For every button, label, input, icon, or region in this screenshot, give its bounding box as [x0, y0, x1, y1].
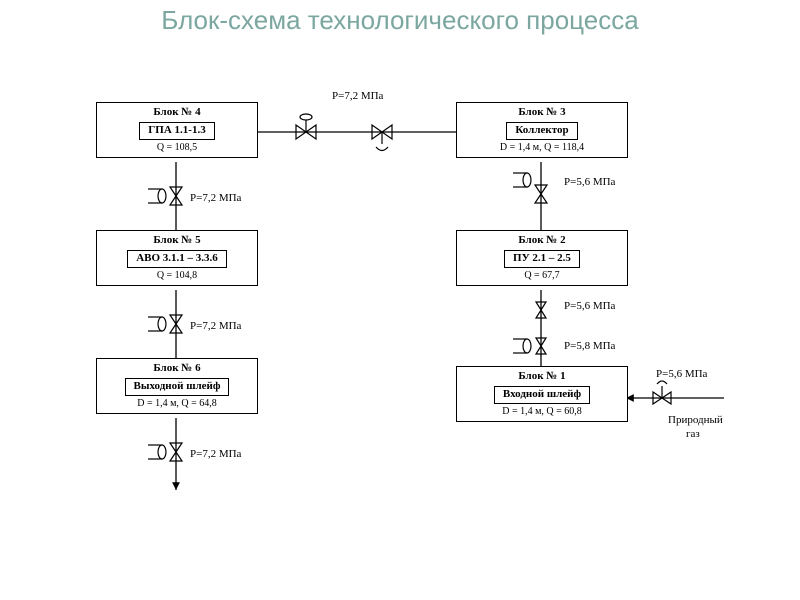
block-5-name: АВО 3.1.1 – 3.3.6	[127, 250, 227, 268]
block-1-num: Блок № 1	[461, 370, 623, 384]
label-p32: Р=5,6 МПа	[564, 176, 615, 188]
block-2: Блок № 2 ПУ 2.1 – 2.5 Q = 67,7	[456, 230, 628, 286]
block-5-sub: Q = 104,8	[101, 270, 253, 283]
connections-svg	[64, 90, 736, 570]
block-1-name: Входной шлейф	[494, 386, 590, 404]
block-4-sub: Q = 108,5	[101, 142, 253, 155]
label-p56: Р=7,2 МПа	[190, 320, 241, 332]
label-gas1: Природный	[668, 414, 723, 426]
block-3-sub: D = 1,4 м, Q = 118,4	[461, 142, 623, 155]
label-p45: Р=7,2 МПа	[190, 192, 241, 204]
block-2-sub: Q = 67,7	[461, 270, 623, 283]
block-1-sub: D = 1,4 м, Q = 60,8	[461, 406, 623, 419]
block-4-name: ГПА 1.1-1.3	[139, 122, 214, 140]
block-4-num: Блок № 4	[101, 106, 253, 120]
block-6-sub: D = 1,4 м, Q = 64,8	[101, 398, 253, 411]
block-2-name: ПУ 2.1 – 2.5	[504, 250, 580, 268]
block-4: Блок № 4 ГПА 1.1-1.3 Q = 108,5	[96, 102, 258, 158]
block-3-name: Коллектор	[506, 122, 577, 140]
label-p-top: Р=7,2 МПа	[332, 90, 383, 102]
block-1: Блок № 1 Входной шлейф D = 1,4 м, Q = 60…	[456, 366, 628, 422]
label-p1in: Р=5,6 МПа	[656, 368, 707, 380]
block-6-name: Выходной шлейф	[125, 378, 230, 396]
block-3-num: Блок № 3	[461, 106, 623, 120]
block-2-num: Блок № 2	[461, 234, 623, 248]
label-p21b: Р=5,8 МПа	[564, 340, 615, 352]
page-title: Блок-схема технологического процесса	[0, 0, 800, 36]
block-6-num: Блок № 6	[101, 362, 253, 376]
block-6: Блок № 6 Выходной шлейф D = 1,4 м, Q = 6…	[96, 358, 258, 414]
label-p21a: Р=5,6 МПа	[564, 300, 615, 312]
block-3: Блок № 3 Коллектор D = 1,4 м, Q = 118,4	[456, 102, 628, 158]
label-gas2: газ	[686, 428, 700, 440]
block-5: Блок № 5 АВО 3.1.1 – 3.3.6 Q = 104,8	[96, 230, 258, 286]
diagram-canvas: Блок № 4 ГПА 1.1-1.3 Q = 108,5 Блок № 5 …	[64, 90, 736, 570]
block-5-num: Блок № 5	[101, 234, 253, 248]
label-p6out: Р=7,2 МПа	[190, 448, 241, 460]
